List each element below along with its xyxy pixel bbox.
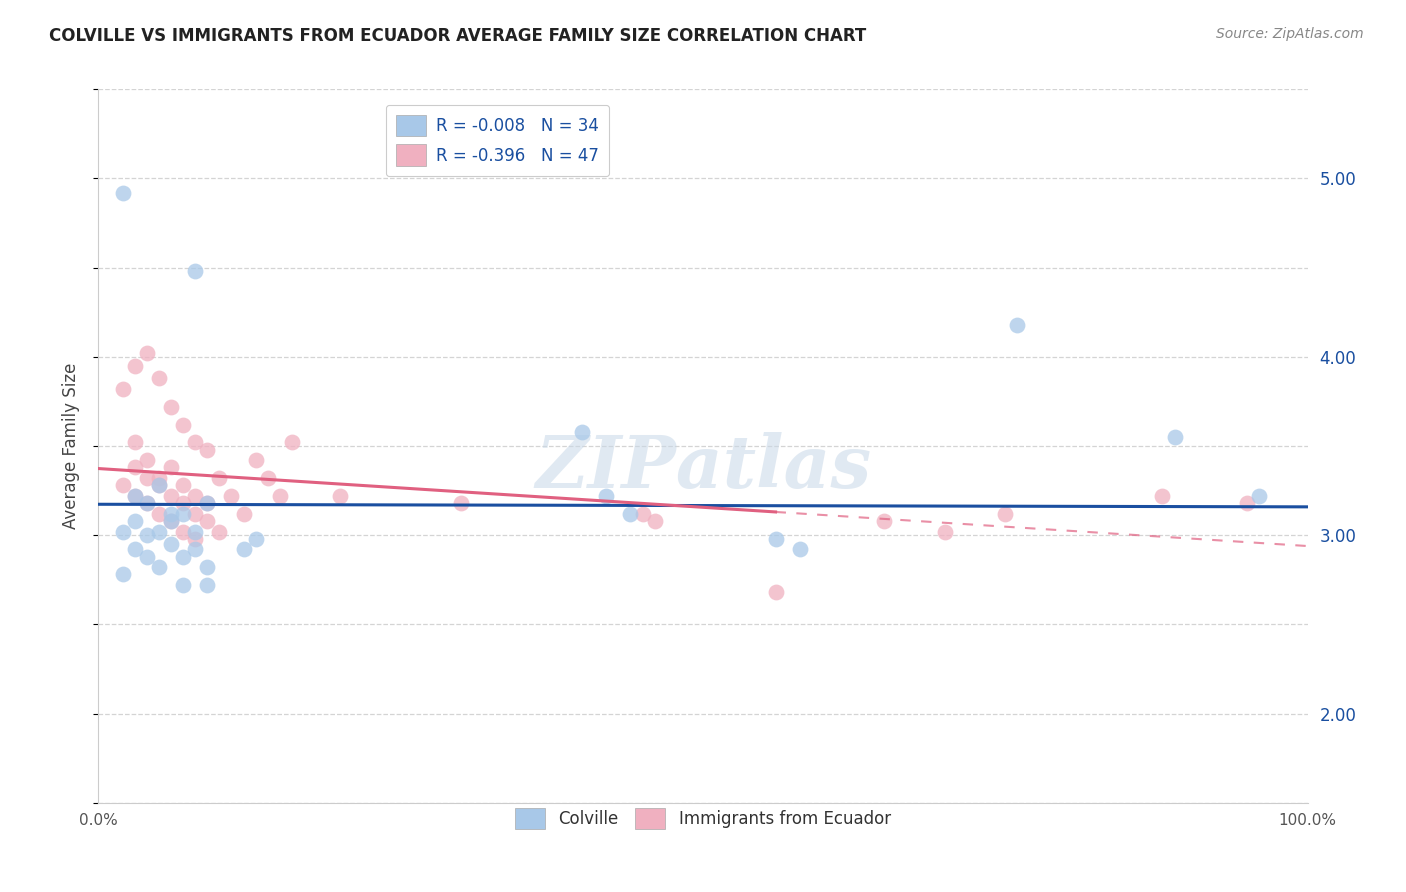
Point [172, 496, 194, 510]
Point [195, 442, 218, 457]
Point [135, 346, 157, 360]
Point [160, 514, 183, 528]
Point [619, 507, 641, 521]
Point [135, 453, 157, 467]
Point [160, 489, 183, 503]
Point [232, 507, 254, 521]
Point [172, 478, 194, 492]
Point [221, 489, 243, 503]
Point [873, 514, 896, 528]
Point [148, 371, 170, 385]
Point [765, 585, 787, 599]
Point [135, 496, 157, 510]
Point [1152, 489, 1174, 503]
Point [111, 382, 134, 396]
Point [148, 507, 170, 521]
Point [1249, 489, 1271, 503]
Point [160, 507, 183, 521]
Point [644, 514, 666, 528]
Point [184, 524, 207, 539]
Text: Source: ZipAtlas.com: Source: ZipAtlas.com [1216, 27, 1364, 41]
Point [172, 507, 194, 521]
Point [124, 435, 146, 450]
Point [245, 532, 267, 546]
Point [994, 507, 1017, 521]
Point [184, 435, 207, 450]
Point [160, 400, 183, 414]
Point [124, 359, 146, 373]
Point [124, 514, 146, 528]
Point [281, 435, 304, 450]
Point [148, 560, 170, 574]
Point [934, 524, 956, 539]
Point [124, 489, 146, 503]
Point [148, 471, 170, 485]
Point [571, 425, 593, 439]
Point [160, 514, 183, 528]
Y-axis label: Average Family Size: Average Family Size [62, 363, 80, 529]
Point [208, 471, 231, 485]
Point [195, 578, 218, 592]
Point [184, 489, 207, 503]
Point [160, 460, 183, 475]
Point [208, 524, 231, 539]
Point [135, 471, 157, 485]
Point [1163, 430, 1185, 444]
Point [195, 514, 218, 528]
Text: ZIP​atlas: ZIP​atlas [534, 432, 872, 503]
Point [184, 542, 207, 557]
Point [111, 567, 134, 582]
Point [135, 528, 157, 542]
Point [631, 507, 654, 521]
Point [789, 542, 811, 557]
Point [124, 489, 146, 503]
Point [135, 549, 157, 564]
Point [124, 542, 146, 557]
Point [172, 417, 194, 432]
Point [184, 532, 207, 546]
Point [195, 496, 218, 510]
Point [148, 478, 170, 492]
Point [148, 478, 170, 492]
Point [184, 264, 207, 278]
Point [765, 532, 787, 546]
Point [111, 186, 134, 200]
Point [450, 496, 472, 510]
Point [232, 542, 254, 557]
Point [111, 478, 134, 492]
Point [195, 560, 218, 574]
Point [595, 489, 617, 503]
Point [124, 460, 146, 475]
Point [184, 507, 207, 521]
Point [195, 496, 218, 510]
Point [329, 489, 352, 503]
Point [160, 537, 183, 551]
Point [256, 471, 278, 485]
Point [269, 489, 291, 503]
Point [135, 496, 157, 510]
Point [172, 578, 194, 592]
Point [245, 453, 267, 467]
Point [172, 524, 194, 539]
Point [1007, 318, 1029, 332]
Point [111, 524, 134, 539]
Point [1236, 496, 1258, 510]
Text: COLVILLE VS IMMIGRANTS FROM ECUADOR AVERAGE FAMILY SIZE CORRELATION CHART: COLVILLE VS IMMIGRANTS FROM ECUADOR AVER… [49, 27, 866, 45]
Point [148, 524, 170, 539]
Legend: Colville, Immigrants from Ecuador: Colville, Immigrants from Ecuador [506, 799, 900, 838]
Point [172, 549, 194, 564]
